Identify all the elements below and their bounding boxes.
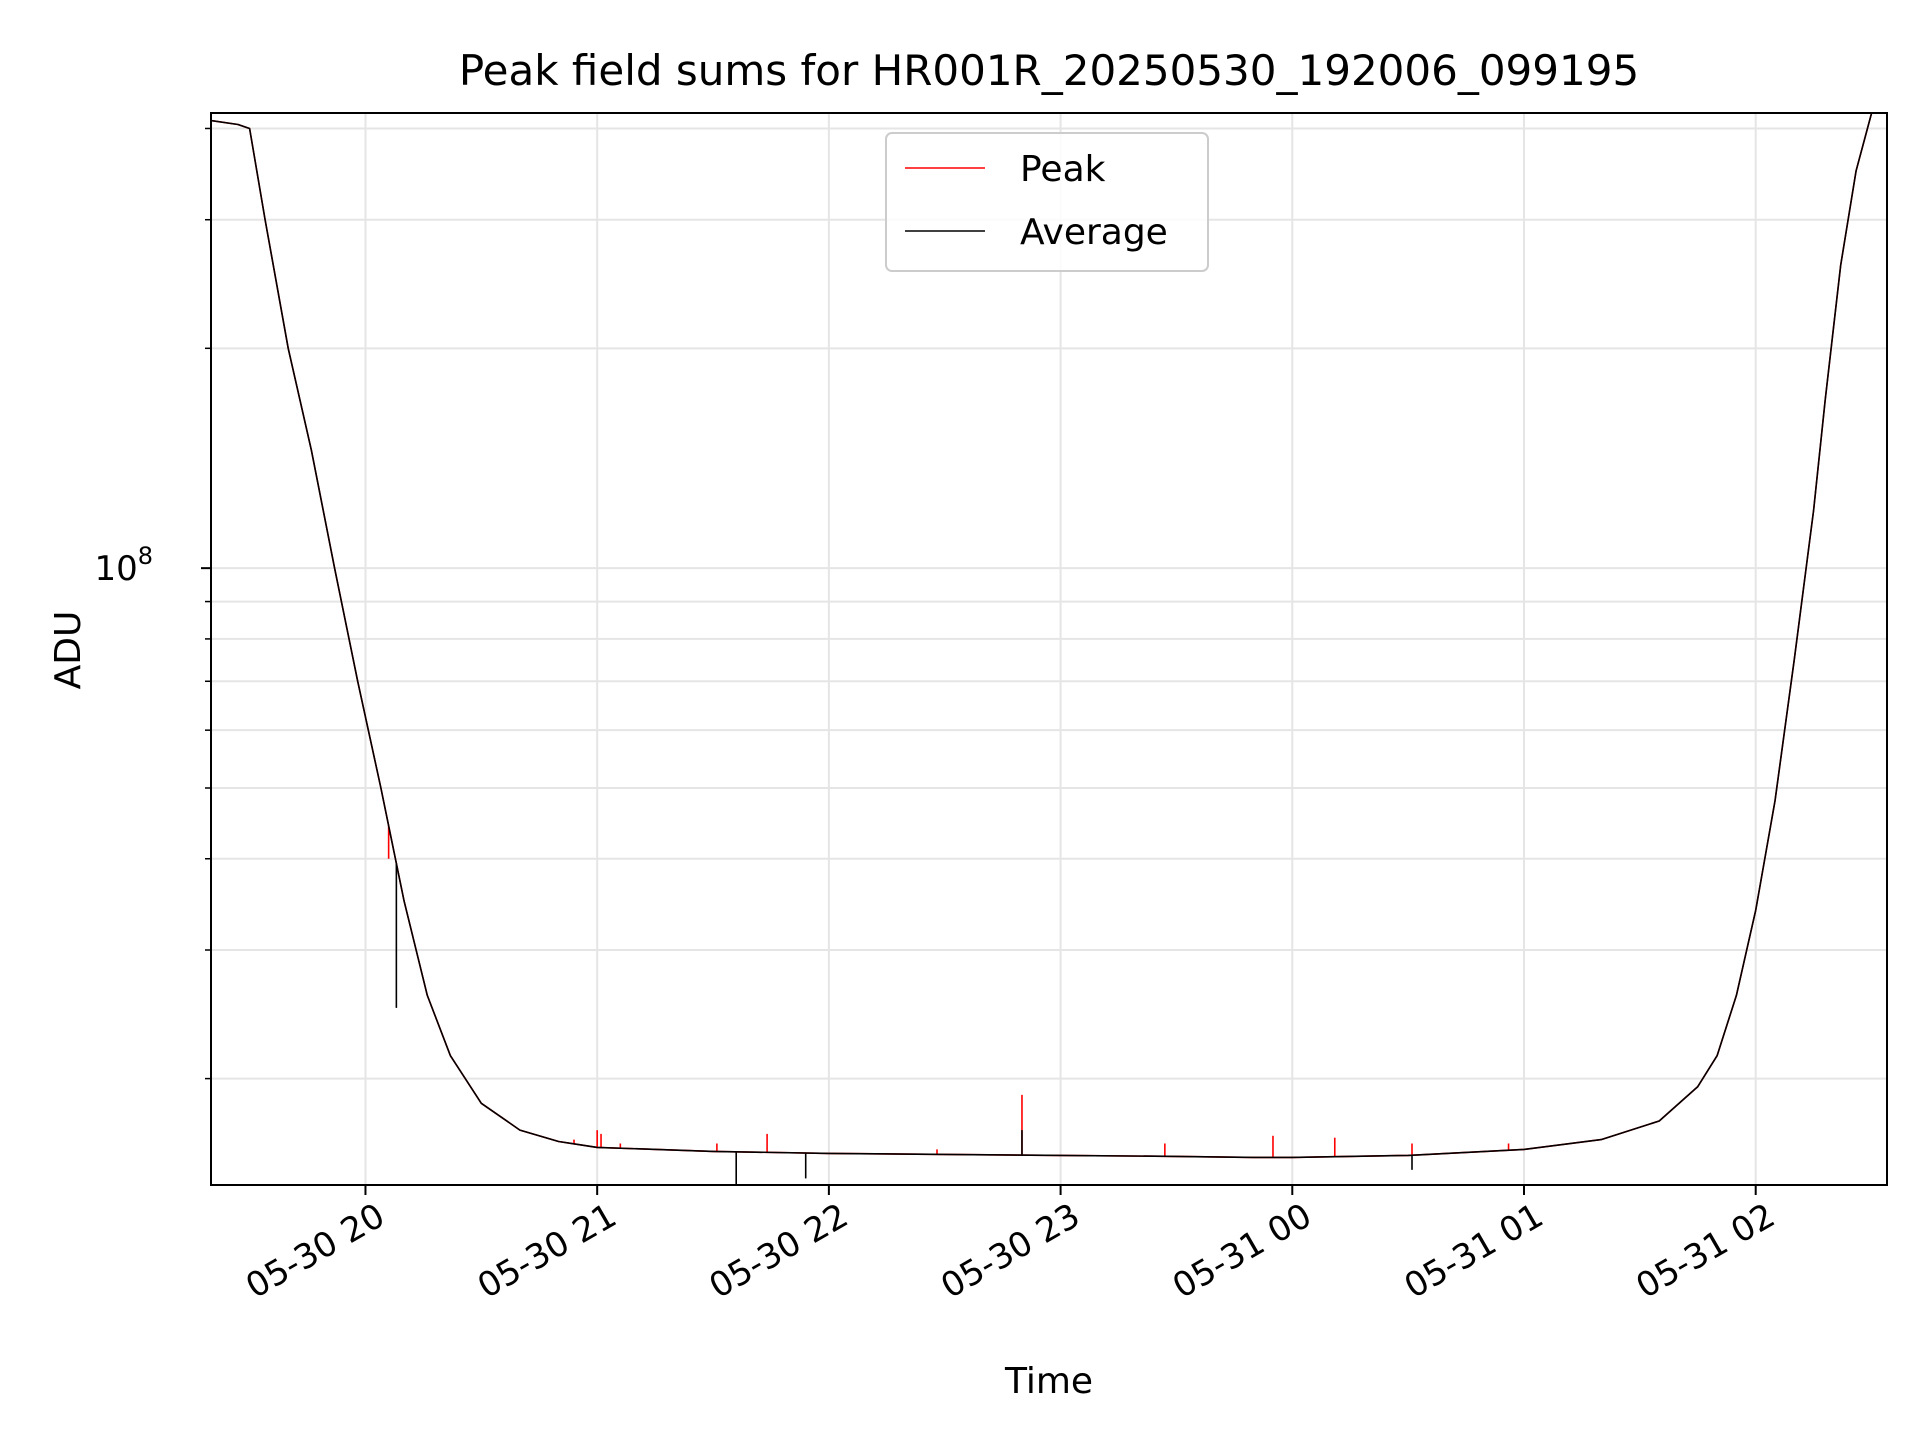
grid	[211, 113, 1887, 1185]
series-line-average	[211, 113, 1873, 1159]
legend: Peak Average	[885, 132, 1209, 272]
legend-label-peak: Peak	[1020, 149, 1106, 190]
y-axis-label: ADU	[48, 611, 89, 690]
plot-frame	[210, 112, 1888, 1186]
x-axis-label: Time	[1004, 1361, 1093, 1402]
legend-label-average: Average	[1020, 212, 1168, 253]
series-layer	[211, 113, 1873, 1185]
y-tick-label: 108	[94, 542, 153, 589]
chart-title: Peak field sums for HR001R_20250530_1920…	[459, 46, 1639, 95]
